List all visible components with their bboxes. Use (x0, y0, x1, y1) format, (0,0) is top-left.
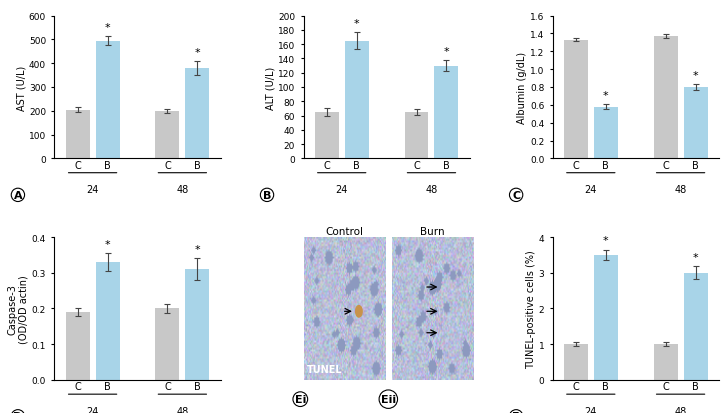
Text: 24: 24 (86, 406, 99, 413)
Text: 24: 24 (584, 185, 597, 195)
Text: F: F (513, 411, 520, 413)
Text: *: * (693, 71, 698, 81)
Text: *: * (195, 47, 200, 57)
Circle shape (356, 306, 362, 317)
Text: 48: 48 (176, 185, 189, 195)
Text: *: * (693, 252, 698, 262)
Bar (564, 40, 588, 159)
Text: 24: 24 (584, 406, 597, 413)
Bar (96, 41, 120, 159)
Text: D: D (13, 411, 23, 413)
Y-axis label: ALT (U/L): ALT (U/L) (265, 66, 275, 109)
Text: 24: 24 (335, 185, 348, 195)
Bar (684, 88, 708, 159)
Title: Burn: Burn (420, 227, 444, 237)
Bar (404, 113, 428, 159)
Text: Eii: Eii (380, 394, 396, 404)
Y-axis label: TUNEL-positive cells (%): TUNEL-positive cells (%) (526, 249, 536, 368)
Text: *: * (603, 90, 608, 100)
Text: B: B (263, 190, 272, 200)
Bar (155, 309, 179, 380)
Y-axis label: Albumin (g/dL): Albumin (g/dL) (517, 52, 527, 124)
Y-axis label: AST (U/L): AST (U/L) (16, 65, 26, 110)
Text: 48: 48 (674, 185, 687, 195)
Bar (65, 312, 89, 380)
Text: *: * (105, 239, 110, 249)
Bar (155, 112, 179, 159)
Text: 48: 48 (425, 185, 438, 195)
Text: Ei: Ei (295, 394, 306, 404)
Bar (434, 66, 458, 159)
Bar (594, 107, 618, 159)
Bar (653, 37, 677, 159)
Bar (185, 270, 209, 380)
Text: 48: 48 (176, 406, 189, 413)
Text: A: A (14, 190, 23, 200)
Bar (65, 110, 89, 159)
Text: *: * (603, 236, 608, 246)
Text: *: * (354, 19, 359, 28)
Text: TUNEL: TUNEL (307, 364, 343, 374)
Text: *: * (105, 23, 110, 33)
Bar (96, 262, 120, 380)
Bar (185, 69, 209, 159)
Text: C: C (512, 190, 521, 200)
Text: 48: 48 (674, 406, 687, 413)
Bar (684, 273, 708, 380)
Bar (653, 344, 677, 380)
Bar (345, 41, 369, 159)
Text: 24: 24 (86, 185, 99, 195)
Text: *: * (444, 46, 449, 57)
Bar (315, 113, 339, 159)
Text: *: * (195, 244, 200, 254)
Bar (564, 344, 588, 380)
Y-axis label: Caspase-3
(OD/OD actin): Caspase-3 (OD/OD actin) (7, 274, 29, 343)
Title: Control: Control (325, 227, 363, 237)
Bar (594, 255, 618, 380)
